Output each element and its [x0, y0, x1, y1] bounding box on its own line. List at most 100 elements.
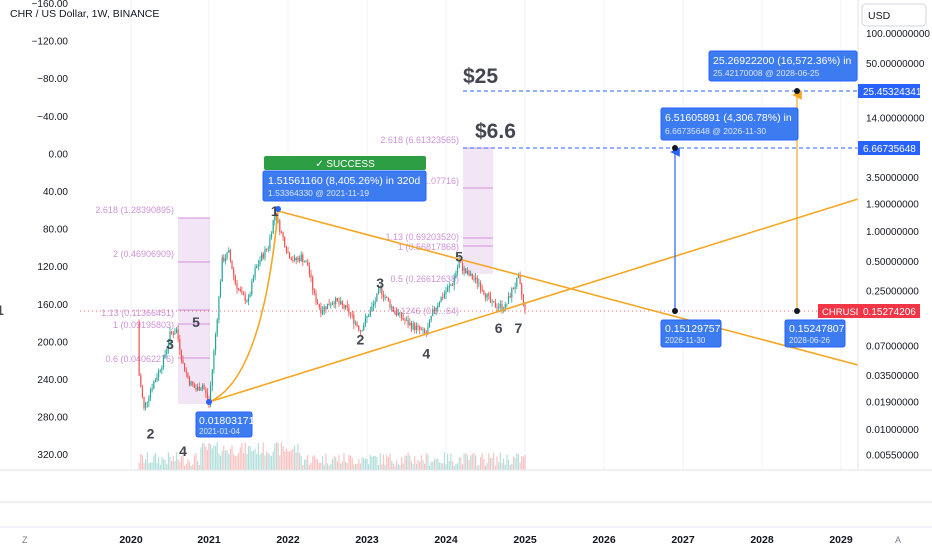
- volume-bar: [171, 461, 173, 470]
- wave-label: 5: [192, 314, 200, 330]
- volume-bar: [455, 463, 457, 470]
- price-axis[interactable]: [858, 0, 932, 470]
- candle-body: [389, 300, 391, 308]
- candle-body: [514, 286, 516, 290]
- volume-bar: [392, 463, 394, 470]
- auto-scale-icon[interactable]: A: [895, 535, 901, 545]
- candle-body: [348, 307, 350, 314]
- anchor-point[interactable]: [275, 206, 281, 212]
- candle-body: [507, 295, 510, 304]
- wave-label: 3: [376, 275, 384, 291]
- callout-target-6.6[interactable]: 6.51605891 (4,306.78%) in 6.66735648 @ 2…: [660, 107, 799, 141]
- volume-bar: [188, 461, 191, 470]
- candle-body: [442, 297, 444, 298]
- volume-bar: [499, 452, 501, 470]
- callout-line: 25.42170008 @ 2028-06-25: [713, 68, 820, 78]
- year-tick: 2020: [119, 534, 143, 546]
- volume-bar: [386, 454, 388, 470]
- currency-box[interactable]: USD: [861, 3, 927, 27]
- anchor-point[interactable]: [206, 399, 212, 405]
- fib-label: 1 (0.09195803): [113, 320, 174, 330]
- volume-bar: [366, 458, 368, 470]
- candle-body: [292, 260, 294, 261]
- volume-bar: [161, 456, 163, 470]
- candle-body: [340, 301, 342, 304]
- candle-body: [333, 303, 335, 305]
- volume-bar: [243, 453, 245, 470]
- left-tick: 120.00: [37, 262, 68, 273]
- candle-body: [420, 329, 422, 331]
- volume-bar: [353, 464, 355, 470]
- trendlines: [208, 198, 859, 403]
- volume-bar: [486, 463, 488, 470]
- volume-bar: [300, 455, 302, 470]
- volume-bar: [405, 455, 408, 470]
- candle-body: [256, 266, 258, 268]
- volume-bar: [141, 455, 143, 470]
- fib-extension-1: [178, 217, 210, 404]
- volume-bar: [208, 443, 210, 470]
- volume-bar: [257, 443, 259, 470]
- volume-bar: [473, 452, 475, 470]
- volume-bar: [182, 454, 184, 470]
- volume-bar: [302, 465, 304, 470]
- volume-bar: [496, 456, 498, 470]
- wave-label: 1: [0, 302, 4, 318]
- anchor-point[interactable]: [672, 145, 678, 151]
- candle-body: [371, 306, 373, 310]
- volume-bar: [448, 461, 450, 470]
- volume-bar: [396, 460, 398, 470]
- callout-line: 0.01803171: [199, 415, 255, 427]
- volume-bar: [493, 452, 495, 470]
- volume-bar: [264, 455, 266, 470]
- anchor-point[interactable]: [794, 308, 800, 314]
- candle-body: [241, 291, 243, 294]
- candle-body: [480, 283, 482, 290]
- callout-base-2[interactable]: 0.15247807 2028-06-26: [784, 319, 846, 348]
- candle-body: [402, 318, 404, 320]
- time-axis-labels[interactable]: 2020 2021 2022 2023 2024 2025 2026 2027 2028 2029: [119, 534, 853, 546]
- left-tick: 320.00: [37, 450, 68, 461]
- candle-body: [516, 278, 518, 287]
- candle-body: [351, 314, 353, 316]
- volume-bar: [414, 456, 416, 470]
- volume-bar: [475, 455, 477, 470]
- callout-low[interactable]: 0.01803171 2021-01-04: [195, 411, 255, 438]
- candle-body: [193, 384, 195, 388]
- volume-bar: [177, 459, 179, 470]
- volume-bar: [359, 463, 361, 470]
- volume-bar: [349, 455, 352, 470]
- volume-bar: [450, 453, 452, 470]
- candle-body: [280, 232, 282, 233]
- candle-body: [349, 313, 352, 315]
- volume-bar: [381, 464, 383, 470]
- candle-body: [486, 293, 488, 298]
- callout-top[interactable]: 1.51561160 (8,405.26%) in 320d 1.5336433…: [262, 170, 427, 202]
- volume-bar: [295, 452, 297, 470]
- callout-base-1[interactable]: 0.15129757 2026-11-30: [660, 319, 722, 348]
- success-badge[interactable]: ✓ SUCCESS: [264, 156, 426, 170]
- volume-bar: [516, 453, 518, 470]
- volume-bar: [404, 455, 406, 470]
- candle-body: [381, 286, 383, 295]
- anchor-point[interactable]: [672, 308, 678, 314]
- callout-target-25[interactable]: 25.26922200 (16,572.36%) in 25.42170008 …: [708, 50, 858, 82]
- candle-body: [274, 213, 276, 221]
- volume-bar: [233, 454, 235, 470]
- candle-body: [509, 295, 511, 298]
- zoom-icon[interactable]: Z: [22, 535, 28, 545]
- candle-body: [172, 333, 174, 335]
- candle-body: [285, 247, 287, 252]
- candle-body: [379, 286, 381, 290]
- volume-bar: [447, 453, 449, 470]
- anchor-point[interactable]: [794, 88, 800, 94]
- volume-bar: [452, 461, 454, 470]
- candle-body: [470, 273, 472, 276]
- candle-body: [197, 386, 199, 390]
- volume-bar: [153, 455, 155, 470]
- fib-label: 0.6 (0.04062276): [105, 354, 174, 364]
- candle-body: [484, 294, 487, 298]
- candle-body: [192, 381, 194, 385]
- volume-bar: [333, 456, 335, 470]
